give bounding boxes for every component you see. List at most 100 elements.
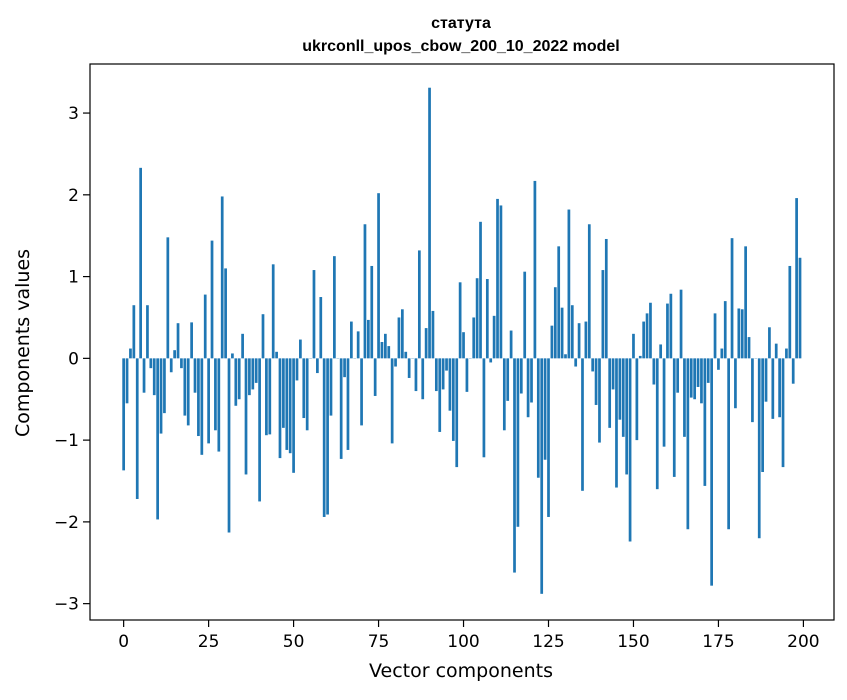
bar [561,308,564,359]
bar [190,322,193,358]
bar [731,238,734,358]
bar [551,326,554,359]
bar [238,358,241,399]
bar [343,358,346,377]
bar [544,358,547,459]
bar [387,346,390,358]
bar [571,305,574,358]
bar [401,309,404,358]
bar [768,327,771,358]
x-tick-label: 50 [283,632,305,652]
bar [459,282,462,358]
bar [632,334,635,359]
bar [418,250,421,358]
bar [296,358,299,380]
x-tick-label: 0 [118,632,129,652]
bar [251,358,254,389]
bar [574,358,577,366]
bar [697,358,700,387]
bar [445,358,448,370]
bar [173,350,176,358]
y-tick-label: 2 [68,186,79,206]
bar [146,305,149,358]
bar [523,272,526,359]
bar [404,352,407,359]
bar [744,246,747,358]
bar [578,323,581,358]
bar [136,358,139,499]
bar [231,353,234,358]
bar [421,358,424,399]
chart-title-line1: статута [431,15,491,32]
bar [680,290,683,359]
bar [778,358,781,417]
bar [234,358,237,405]
bar [432,311,435,358]
bar [177,323,180,358]
bar [771,358,774,419]
bar [394,358,397,366]
bar [557,246,560,358]
bar [126,358,129,403]
bar [564,354,567,358]
bar [765,358,768,401]
bar [442,358,445,389]
bar [734,358,737,408]
bar [649,303,652,359]
bar [122,358,125,470]
bar [360,358,363,425]
bar [306,358,309,430]
bar [646,313,649,358]
bar [785,349,788,359]
bar [211,241,214,359]
y-tick-label: 0 [68,349,79,369]
bar [384,334,387,359]
bar [194,358,197,392]
bar [622,358,625,436]
bar [625,358,628,474]
bar [160,358,163,433]
plot-frame [90,64,834,620]
bar [330,358,333,415]
bar [149,358,152,368]
x-tick-label: 200 [787,632,819,652]
bar [493,316,496,359]
bar [374,358,377,396]
bar [143,358,146,392]
bar [262,314,265,358]
bar [608,358,611,428]
bar [710,358,713,585]
bar [333,256,336,358]
bar [707,358,710,383]
bar [530,358,533,402]
bar [163,358,166,413]
bar [425,328,428,358]
y-tick-label: −3 [54,595,79,615]
bar [775,344,778,359]
bar [503,358,506,430]
bar [659,344,662,358]
bar [139,168,142,359]
bar [381,342,384,358]
bar [788,266,791,358]
bar [466,358,469,392]
bar [534,181,537,358]
bar [537,358,540,477]
bar [299,340,302,359]
bar [316,358,319,373]
bar [568,210,571,359]
bars-group [122,88,801,594]
bar [517,358,520,526]
bar [500,205,503,358]
bar [245,358,248,474]
bar [799,258,802,359]
bar [455,358,458,467]
bar [391,358,394,443]
bar [462,332,465,358]
bar [670,294,673,359]
bar [506,358,509,401]
bar [398,317,401,358]
bar [540,358,543,593]
